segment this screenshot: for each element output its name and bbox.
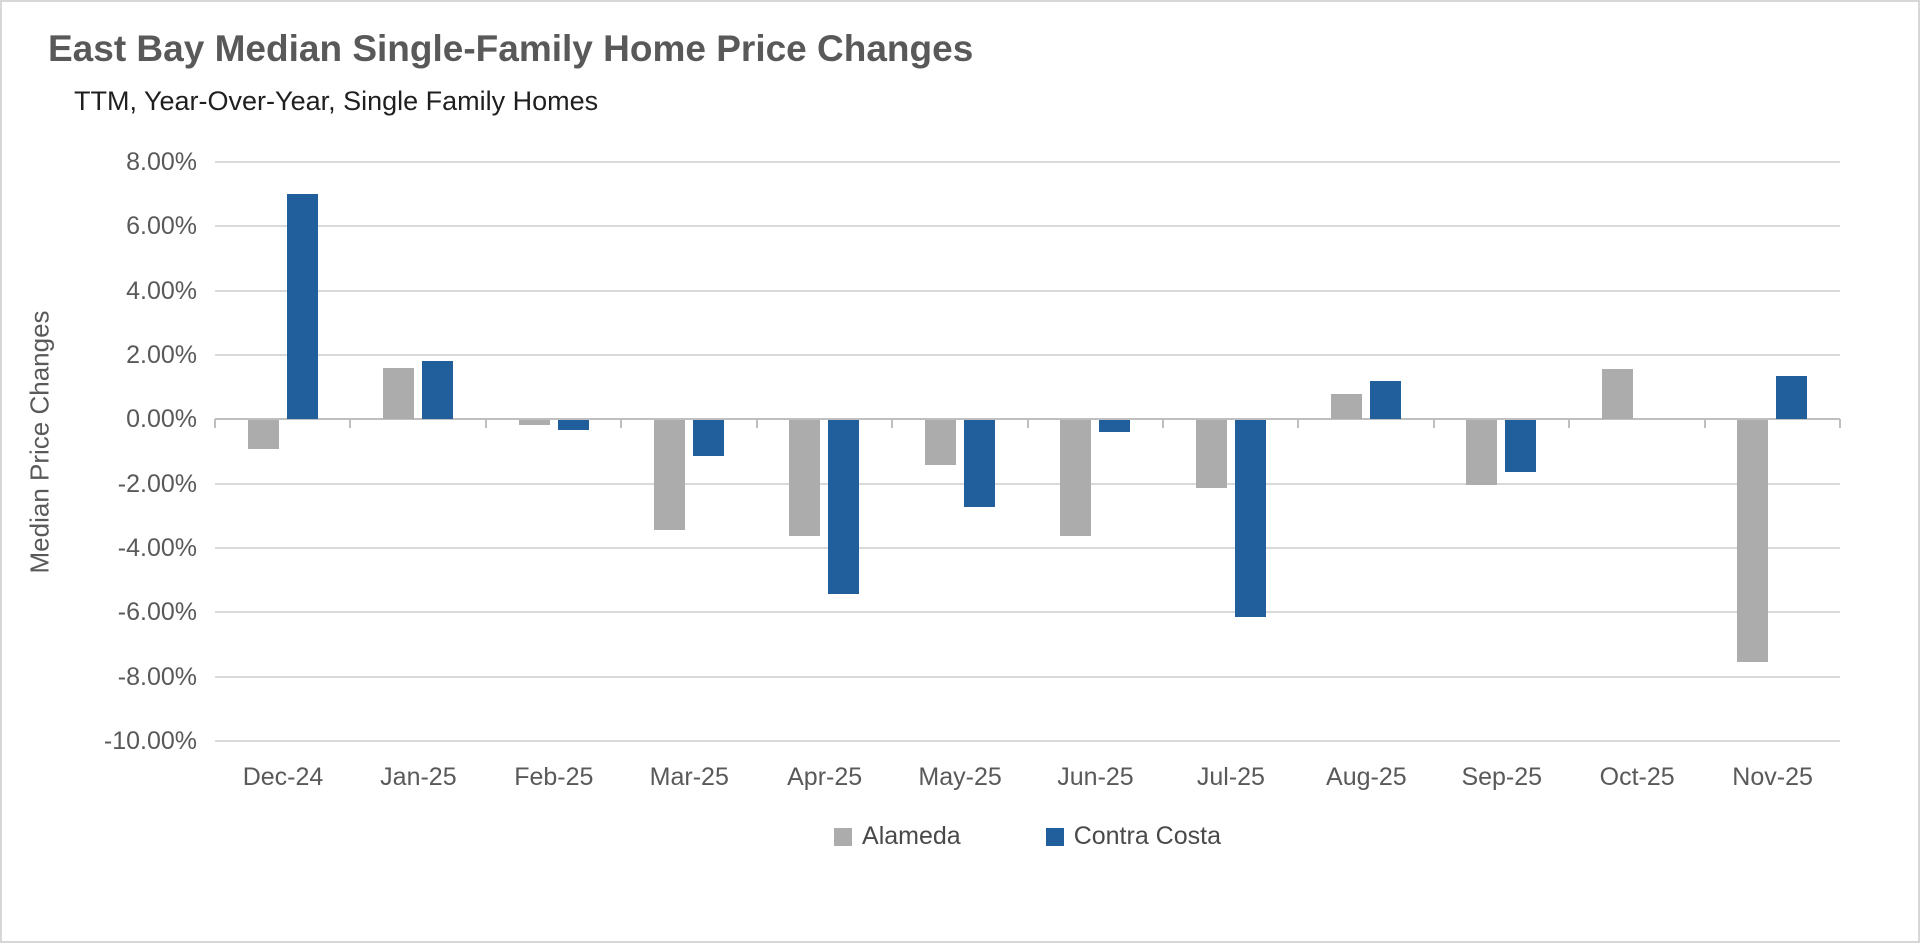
axis-tick (1432, 419, 1435, 429)
axis-tick (1703, 419, 1706, 429)
gridline (215, 225, 1840, 228)
bar-contra-costa-dec-24 (286, 194, 318, 420)
legend-item-alameda: Alameda (834, 822, 961, 851)
x-tick-label: Aug-25 (1326, 763, 1407, 791)
x-tick-label: Dec-24 (242, 763, 324, 791)
x-tick-label: Jan-25 (380, 763, 457, 791)
bar-contra-costa-jul-25 (1234, 420, 1266, 617)
legend-swatch-icon (834, 827, 853, 846)
bar-contra-costa-apr-25 (828, 420, 860, 595)
y-tick-label: -4.00% (117, 534, 197, 562)
bar-alameda-mar-25 (653, 420, 685, 530)
axis-tick (1161, 419, 1164, 429)
axis-tick (755, 419, 758, 429)
gridline (215, 289, 1840, 292)
bar-alameda-nov-25 (1737, 420, 1769, 662)
bar-alameda-jul-25 (1195, 420, 1227, 488)
bar-alameda-sep-25 (1466, 420, 1498, 485)
gridline (215, 547, 1840, 549)
gridline (215, 482, 1840, 485)
bar-contra-costa-mar-25 (692, 420, 724, 456)
bar-alameda-oct-25 (1601, 369, 1633, 420)
axis-tick (1026, 419, 1029, 429)
y-tick-label: 0.00% (126, 405, 197, 434)
legend-label: Alameda (862, 822, 961, 850)
x-tick-label: Jul-25 (1196, 763, 1265, 791)
bar-alameda-apr-25 (789, 420, 821, 537)
axis-tick (484, 419, 487, 429)
gridline (215, 675, 1840, 678)
y-tick-label: -10.00% (103, 727, 197, 755)
gridline (215, 611, 1840, 614)
x-tick-label: Nov-25 (1732, 763, 1813, 791)
axis-tick (214, 419, 216, 429)
y-tick-label: 8.00% (126, 148, 197, 176)
gridline (215, 740, 1840, 742)
legend-label: Contra Costa (1073, 822, 1221, 850)
bar-contra-costa-may-25 (963, 420, 995, 508)
x-tick-label: Oct-25 (1599, 763, 1675, 791)
x-tick-label: Mar-25 (649, 763, 729, 791)
x-tick-label: Feb-25 (514, 763, 594, 791)
bar-contra-costa-sep-25 (1505, 420, 1537, 472)
bar-contra-costa-aug-25 (1370, 380, 1402, 420)
axis-tick (891, 419, 894, 429)
y-tick-label: -6.00% (117, 598, 197, 627)
bar-alameda-aug-25 (1331, 393, 1363, 420)
y-tick-label: 2.00% (126, 341, 197, 369)
y-tick-label: 6.00% (126, 212, 197, 241)
axis-tick (620, 419, 623, 429)
legend-item-contra-costa: Contra Costa (1045, 822, 1221, 851)
bar-contra-costa-nov-25 (1776, 375, 1808, 420)
gridline (215, 354, 1840, 356)
axis-tick (349, 419, 352, 429)
legend-swatch-icon (1045, 827, 1064, 846)
bar-alameda-jun-25 (1060, 420, 1092, 537)
bar-alameda-dec-24 (247, 420, 279, 450)
x-tick-label: May-25 (918, 763, 1002, 791)
x-tick-label: Apr-25 (787, 763, 863, 791)
axis-tick (1568, 419, 1571, 429)
x-tick-label: Jun-25 (1057, 763, 1134, 791)
bar-alameda-feb-25 (518, 420, 550, 426)
bar-alameda-jan-25 (383, 367, 415, 420)
x-tick-label: Sep-25 (1461, 763, 1543, 791)
axis-tick (1297, 419, 1300, 429)
bar-contra-costa-jan-25 (422, 361, 454, 420)
chart-subtitle: TTM, Year-Over-Year, Single Family Homes (74, 86, 599, 116)
bar-alameda-may-25 (924, 420, 956, 466)
y-tick-label: -2.00% (117, 469, 197, 498)
axis-tick (1839, 419, 1841, 429)
y-tick-label: -8.00% (117, 662, 197, 691)
bar-contra-costa-feb-25 (557, 420, 589, 430)
legend: Alameda Contra Costa (215, 822, 1840, 851)
chart-title: East Bay Median Single-Family Home Price… (48, 28, 974, 69)
y-tick-label: 4.00% (126, 276, 197, 305)
bar-contra-costa-jun-25 (1099, 420, 1131, 432)
gridline (215, 161, 1840, 163)
